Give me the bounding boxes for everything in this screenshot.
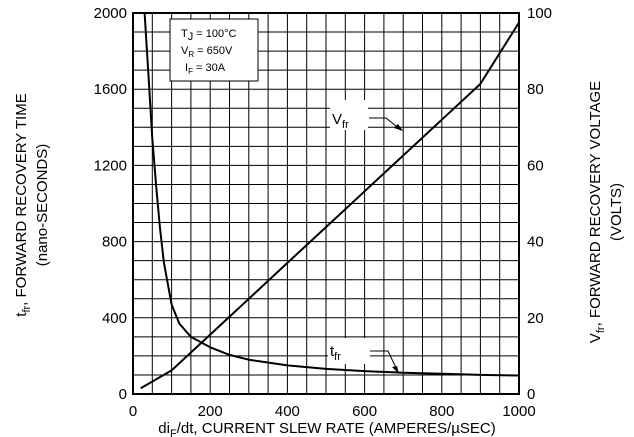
y-right-title-line1: Vfr, FORWARD RECOVERY VOLTAGE	[587, 81, 607, 343]
vfr-leader-arrow	[394, 124, 403, 131]
y-right-tick-label: 60	[527, 157, 544, 174]
x-tick-label: 0	[129, 403, 137, 420]
y-left-tick-label: 1200	[94, 157, 127, 174]
plot-frame	[132, 12, 520, 395]
tfr-leader-line	[370, 350, 399, 373]
y-left-title-line1: tfr, FORWARD RECOVERY TIME	[13, 93, 33, 316]
y-right-tick-label: 100	[527, 5, 552, 22]
tfr-series-label: tfr	[328, 338, 399, 374]
condition-vr: VR = 650V	[181, 45, 233, 59]
tick-labels: 0 200 400 600 800 100004008001200160020000204…	[94, 5, 552, 420]
y-left-tick-label: 400	[102, 310, 127, 327]
vfr-series-line	[140, 21, 520, 390]
tfr-leader-arrow	[392, 366, 399, 374]
tfr-label-text: tfr	[330, 343, 341, 363]
y-right-tick-label: 40	[527, 234, 544, 251]
y-left-title-line2: (nano-SECONDS)	[34, 144, 51, 267]
vfr-series-label: Vfr	[330, 100, 403, 131]
x-axis-title: diF/dt, CURRENT SLEW RATE (AMPERES/µSEC)	[158, 420, 495, 437]
y-right-title-line2: (VOLTS)	[608, 183, 625, 241]
x-tick-label: 600	[352, 403, 377, 420]
plot-border	[132, 12, 520, 395]
y-left-tick-label: 1600	[94, 81, 127, 98]
x-tick-label: 1000	[502, 403, 535, 420]
x-tick-label: 800	[429, 403, 454, 420]
conditions-box: TJ = 100°C VR = 650V IF = 30A	[169, 18, 259, 82]
y-right-tick-label: 20	[527, 310, 544, 327]
y-left-tick-label: 800	[102, 234, 127, 251]
vfr-label-text: Vfr	[332, 111, 349, 131]
y-right-title: Vfr, FORWARD RECOVERY VOLTAGE (VOLTS)	[587, 81, 625, 343]
y-right-tick-label: 80	[527, 81, 544, 98]
y-right-tick-label: 0	[527, 386, 535, 403]
y-left-tick-label: 2000	[94, 5, 127, 22]
condition-if: IF = 30A	[185, 62, 226, 76]
series-lines	[140, 12, 520, 390]
x-tick-label: 200	[198, 403, 223, 420]
tfr-series-line	[143, 12, 520, 377]
condition-tj: TJ = 100°C	[181, 28, 237, 43]
y-left-tick-label: 0	[119, 386, 127, 403]
x-tick-label: 400	[275, 403, 300, 420]
y-left-title: tfr, FORWARD RECOVERY TIME (nano-SECONDS…	[13, 93, 51, 316]
